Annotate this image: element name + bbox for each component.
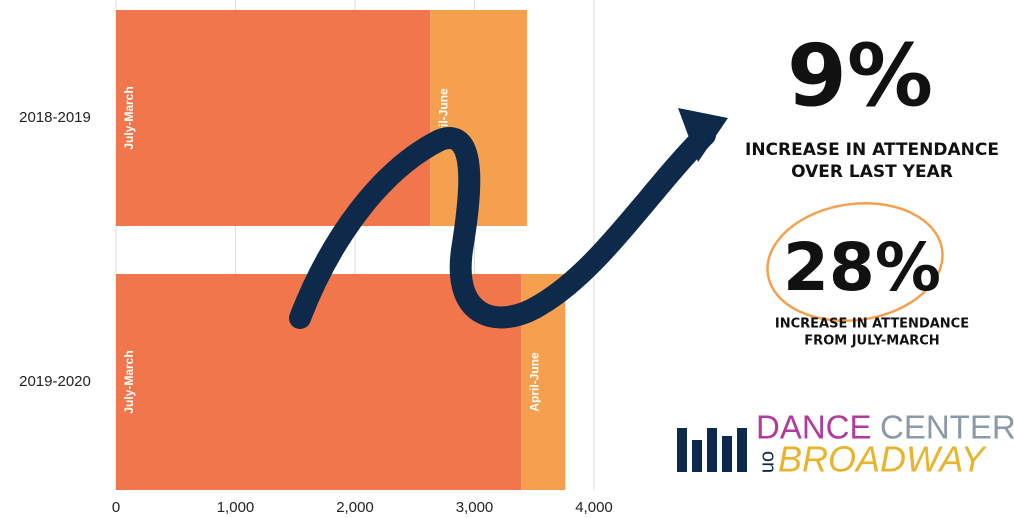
y-tick-label: 2019-2020 <box>19 373 91 390</box>
x-tick-label: 0 <box>112 499 120 516</box>
annotation: OVER LAST YEAR <box>791 162 953 182</box>
bar-label: April-June <box>527 352 541 412</box>
annotation-big: 9% <box>787 26 933 126</box>
annotation: INCREASE IN ATTENDANCE <box>745 140 999 160</box>
annotation: INCREASE IN ATTENDANCE <box>775 317 969 332</box>
y-tick-label: 2018-2019 <box>19 109 91 126</box>
bar <box>116 274 522 490</box>
x-tick-label: 2,000 <box>336 499 374 516</box>
x-tick-label: 1,000 <box>217 499 255 516</box>
logo-glyph <box>692 440 702 472</box>
circle-highlight <box>766 202 944 322</box>
logo-text: BROADWAY <box>778 439 988 480</box>
arrow-head <box>678 108 728 162</box>
logo-glyph <box>722 436 732 472</box>
x-tick-label: 3,000 <box>456 499 494 516</box>
logo-text: on <box>758 451 780 473</box>
logo-text: DANCE <box>756 409 872 446</box>
annotation-big: 28% <box>783 229 941 306</box>
logo-glyph <box>677 428 687 472</box>
logo-glyph <box>707 428 717 472</box>
bar-label: July-March <box>122 86 136 149</box>
arrow <box>289 124 716 329</box>
logo: DANCE CENTER on BROADWAY <box>677 409 1014 480</box>
bar-label: July-March <box>122 350 136 413</box>
annotation: FROM JULY-MARCH <box>804 334 939 349</box>
x-tick-label: 4,000 <box>575 499 613 516</box>
logo-glyph <box>737 428 747 472</box>
logo-text: CENTER <box>880 409 1014 446</box>
